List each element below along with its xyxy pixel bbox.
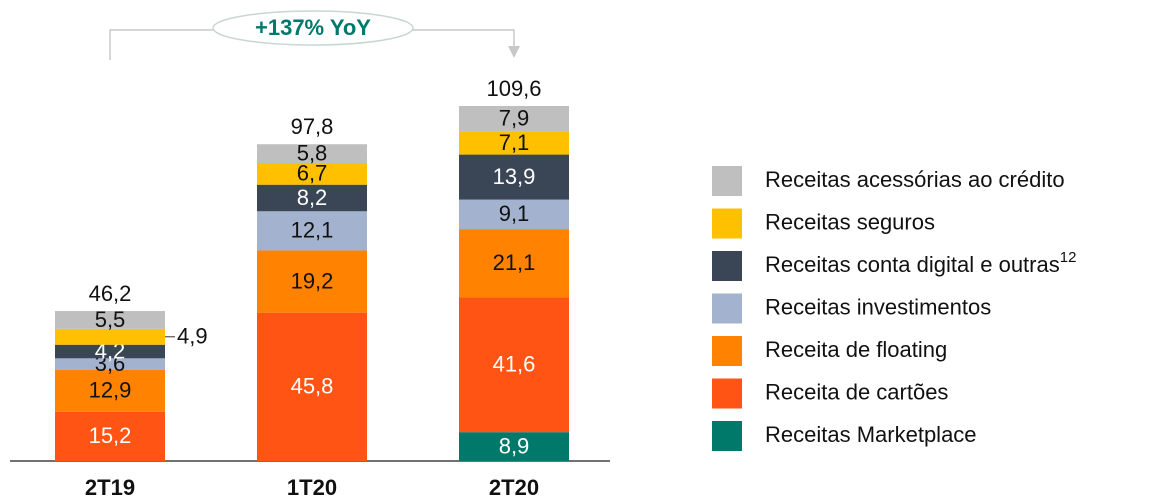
- bar-segment: [55, 344, 165, 359]
- bar-segment: [459, 432, 569, 461]
- bar-segment: [257, 250, 367, 313]
- bar-segment: [459, 229, 569, 298]
- x-tick-label: 1T20: [287, 475, 337, 498]
- bar-segment: [55, 311, 165, 329]
- value-label: 5,8: [297, 140, 328, 165]
- legend-swatch: [712, 336, 742, 366]
- legend-swatch: [712, 293, 742, 324]
- bar-segment: [257, 184, 367, 212]
- x-tick-label: 2T19: [85, 475, 135, 498]
- bar-segment: [257, 163, 367, 185]
- total-label: 46,2: [89, 281, 132, 306]
- value-label: 12,9: [89, 378, 132, 403]
- legend-swatch: [712, 208, 742, 239]
- legend-label: Receita de floating: [765, 337, 947, 362]
- legend-swatch: [712, 166, 742, 196]
- bar-segment: [459, 106, 569, 132]
- legend-text: Receita de cartões: [765, 379, 948, 404]
- value-label: 9,1: [499, 201, 530, 226]
- legend-label: Receitas Marketplace: [765, 422, 977, 447]
- legend-text: Receitas Marketplace: [765, 422, 977, 447]
- value-label: 8,9: [499, 433, 530, 458]
- bar-segment: [257, 211, 367, 251]
- value-label: 7,9: [499, 106, 530, 131]
- legend-label: Receita de cartões: [765, 379, 948, 404]
- yoy-bracket: [109, 29, 515, 60]
- legend-swatch: [712, 251, 742, 281]
- bar-segment: [459, 131, 569, 155]
- bar-segment: [459, 154, 569, 200]
- legend-text: Receita de floating: [765, 337, 947, 362]
- bar-segment: [55, 369, 165, 412]
- total-label: 109,6: [486, 76, 541, 101]
- value-label: 6,7: [297, 161, 328, 186]
- bar-segment: [257, 312, 367, 461]
- legend-label: Receitas investimentos: [765, 294, 991, 319]
- total-label: 97,8: [291, 114, 334, 139]
- legend-footnote: 12: [1060, 249, 1077, 266]
- value-label: 45,8: [291, 374, 334, 399]
- legend-text: Receitas conta digital e outras: [765, 252, 1060, 277]
- value-label: 8,2: [297, 185, 328, 210]
- x-tick-label: 2T20: [489, 475, 539, 498]
- bar-segment: [55, 328, 165, 345]
- legend-label: Receitas acessórias ao crédito: [765, 167, 1065, 192]
- legend-label: Receitas seguros: [765, 209, 935, 234]
- legend-swatch: [712, 421, 742, 451]
- legend-label: Receitas conta digital e outras12: [765, 249, 1076, 277]
- yoy-ellipse: [212, 10, 414, 46]
- value-label: 12,1: [291, 218, 334, 243]
- legend-text: Receitas investimentos: [765, 294, 991, 319]
- annotation: +137% YoY: [255, 15, 371, 40]
- value-label: 41,6: [493, 352, 536, 377]
- value-label: 7,1: [499, 130, 530, 155]
- bar-segment: [459, 199, 569, 230]
- legend-text: Receitas seguros: [765, 209, 935, 234]
- bar-segment: [55, 358, 165, 370]
- value-label: 21,1: [493, 250, 536, 275]
- legend-swatch: [712, 378, 742, 409]
- legend-text: Receitas acessórias ao crédito: [765, 167, 1065, 192]
- value-label: 19,2: [291, 268, 334, 293]
- yoy-arrow: [508, 46, 520, 58]
- bar-segment: [55, 411, 165, 461]
- value-label: 15,2: [89, 423, 132, 448]
- bar-segment: [459, 297, 569, 433]
- bar-segment: [257, 144, 367, 164]
- value-label: 4,9: [177, 324, 208, 349]
- value-label: 13,9: [493, 164, 536, 189]
- value-label: 5,5: [95, 307, 126, 332]
